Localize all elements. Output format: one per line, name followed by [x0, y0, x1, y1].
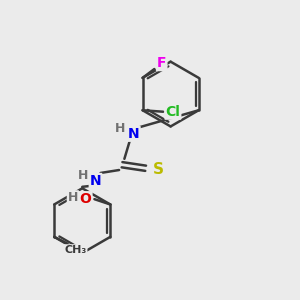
Text: N: N — [128, 127, 140, 141]
Text: N: N — [90, 174, 101, 188]
Text: H: H — [68, 191, 78, 204]
Text: Cl: Cl — [166, 105, 180, 119]
Text: H: H — [78, 169, 88, 182]
Text: F: F — [157, 56, 166, 70]
Text: O: O — [80, 192, 92, 206]
Text: S: S — [153, 162, 164, 177]
Text: CH₃: CH₃ — [64, 245, 87, 255]
Text: H: H — [115, 122, 125, 135]
